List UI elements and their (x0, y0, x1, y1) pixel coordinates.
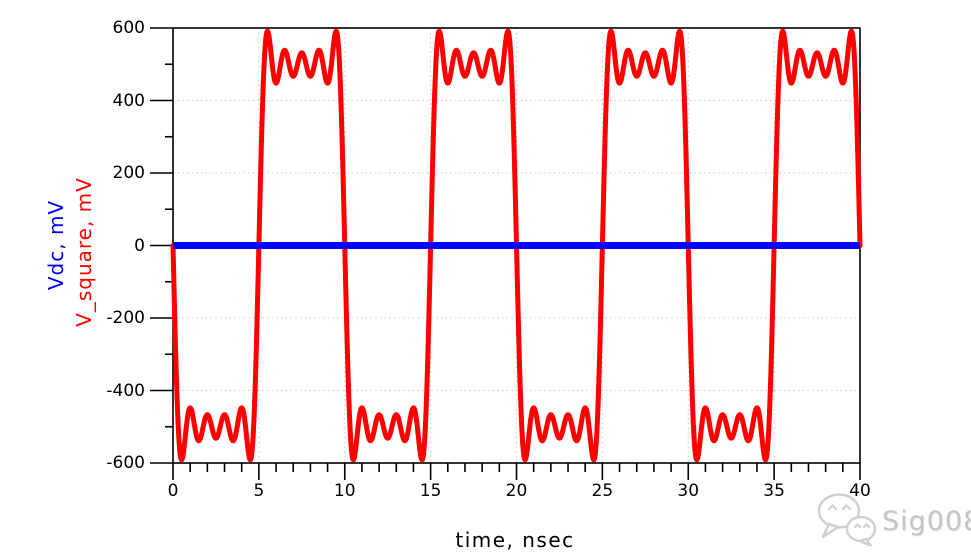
x-tick-label: 5 (253, 481, 265, 501)
x-tick-label: 10 (333, 481, 356, 501)
wechat-icon (816, 492, 878, 550)
y-tick-label: -200 (106, 308, 145, 328)
x-axis-title: time, nsec (455, 528, 575, 552)
x-tick-label: 35 (763, 481, 785, 501)
x-tick-label: 15 (419, 481, 442, 501)
y-tick-label: 0 (134, 235, 145, 256)
y-tick-label: -400 (106, 380, 145, 401)
y-axis-title-vsquare: V_square, mV (72, 177, 96, 327)
x-tick-label: 40 (849, 481, 871, 501)
watermark-text: Sig008 (882, 505, 971, 537)
y-axis-title-vdc: Vdc, mV (44, 199, 68, 291)
y-tick-label: 400 (112, 90, 145, 111)
x-tick-label: 0 (167, 481, 179, 501)
x-tick-label: 20 (505, 481, 528, 501)
y-tick-label: 200 (112, 163, 145, 183)
watermark: Sig008 (816, 492, 971, 550)
y-tick-label: 600 (112, 18, 145, 38)
x-tick-label: 25 (591, 481, 614, 501)
y-tick-label: -600 (106, 453, 145, 473)
x-tick-label: 30 (677, 481, 700, 501)
